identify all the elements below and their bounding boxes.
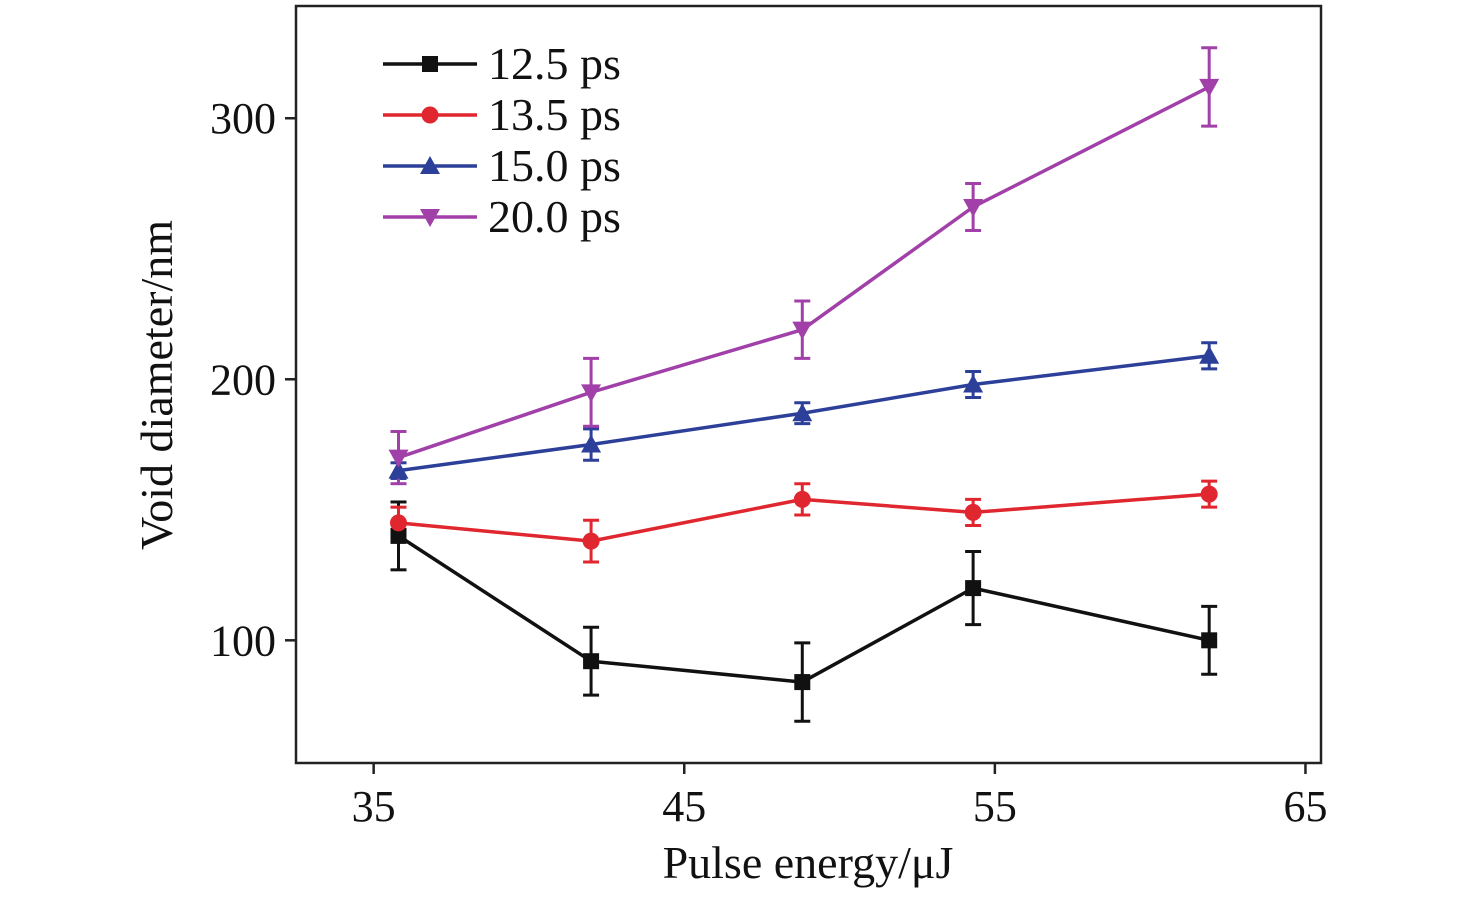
legend-label: 13.5 ps <box>488 89 621 140</box>
data-point <box>794 674 811 691</box>
series-markers <box>388 78 1220 691</box>
data-point <box>390 527 407 544</box>
data-point <box>792 403 813 422</box>
data-point <box>388 460 409 479</box>
data-point <box>581 384 602 403</box>
data-point <box>793 490 811 508</box>
series-line-0 <box>397 534 1210 684</box>
x-tick-label: 65 <box>1283 782 1327 831</box>
x-tick-label: 35 <box>352 782 396 831</box>
data-point <box>582 532 600 550</box>
data-point <box>1201 632 1218 649</box>
data-point <box>388 449 409 468</box>
legend-marker <box>420 156 440 174</box>
legend-label: 15.0 ps <box>488 140 621 191</box>
data-point <box>963 374 984 393</box>
legend-label: 12.5 ps <box>488 38 621 89</box>
data-point <box>1199 78 1220 97</box>
legend-marker <box>422 56 438 72</box>
plot-area-frame <box>294 4 1323 765</box>
data-point <box>963 198 984 217</box>
data-point <box>792 321 813 340</box>
data-point <box>1199 345 1220 364</box>
data-point <box>965 580 982 597</box>
legend-marker <box>421 106 439 124</box>
data-point <box>390 514 407 532</box>
data-point <box>581 434 602 453</box>
x-tick-label: 45 <box>662 782 706 831</box>
y-tick-label: 100 <box>210 616 276 665</box>
y-axis-label: Void diameter/nm <box>131 220 182 550</box>
legend-label: 20.0 ps <box>488 191 621 242</box>
data-point <box>1200 485 1218 503</box>
y-tick-label: 200 <box>210 355 276 404</box>
axis-ticks: 35 45 55 65 100 200 300 <box>210 94 1327 831</box>
legend-marker <box>420 209 440 227</box>
y-tick-label: 300 <box>210 94 276 143</box>
x-axis-label: Pulse energy/μJ <box>663 837 954 888</box>
data-point <box>964 503 982 521</box>
data-point <box>583 653 600 670</box>
x-tick-label: 55 <box>973 782 1017 831</box>
